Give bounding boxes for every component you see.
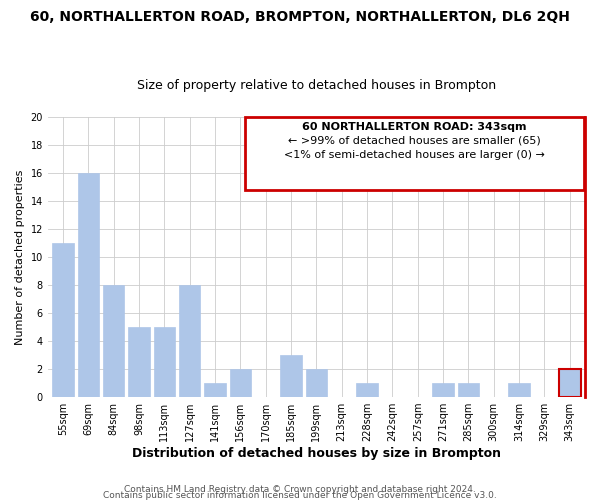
Bar xyxy=(179,285,200,397)
Bar xyxy=(103,285,124,397)
Y-axis label: Number of detached properties: Number of detached properties xyxy=(15,169,25,344)
Bar xyxy=(433,383,454,397)
Text: Contains HM Land Registry data © Crown copyright and database right 2024.: Contains HM Land Registry data © Crown c… xyxy=(124,484,476,494)
Bar xyxy=(559,369,581,397)
Bar xyxy=(52,243,74,397)
Bar xyxy=(356,383,378,397)
Bar xyxy=(154,327,175,397)
Text: Contains public sector information licensed under the Open Government Licence v3: Contains public sector information licen… xyxy=(103,490,497,500)
Text: ← >99% of detached houses are smaller (65): ← >99% of detached houses are smaller (6… xyxy=(288,136,541,145)
Text: 60 NORTHALLERTON ROAD: 343sqm: 60 NORTHALLERTON ROAD: 343sqm xyxy=(302,122,527,132)
Bar xyxy=(77,173,99,397)
Title: Size of property relative to detached houses in Brompton: Size of property relative to detached ho… xyxy=(137,79,496,92)
Bar xyxy=(204,383,226,397)
Bar xyxy=(230,369,251,397)
Text: 60, NORTHALLERTON ROAD, BROMPTON, NORTHALLERTON, DL6 2QH: 60, NORTHALLERTON ROAD, BROMPTON, NORTHA… xyxy=(30,10,570,24)
Bar xyxy=(305,369,327,397)
X-axis label: Distribution of detached houses by size in Brompton: Distribution of detached houses by size … xyxy=(132,447,501,460)
Bar xyxy=(128,327,150,397)
FancyBboxPatch shape xyxy=(245,117,584,190)
Bar xyxy=(458,383,479,397)
Bar xyxy=(508,383,530,397)
Text: <1% of semi-detached houses are larger (0) →: <1% of semi-detached houses are larger (… xyxy=(284,150,545,160)
Bar xyxy=(280,355,302,397)
